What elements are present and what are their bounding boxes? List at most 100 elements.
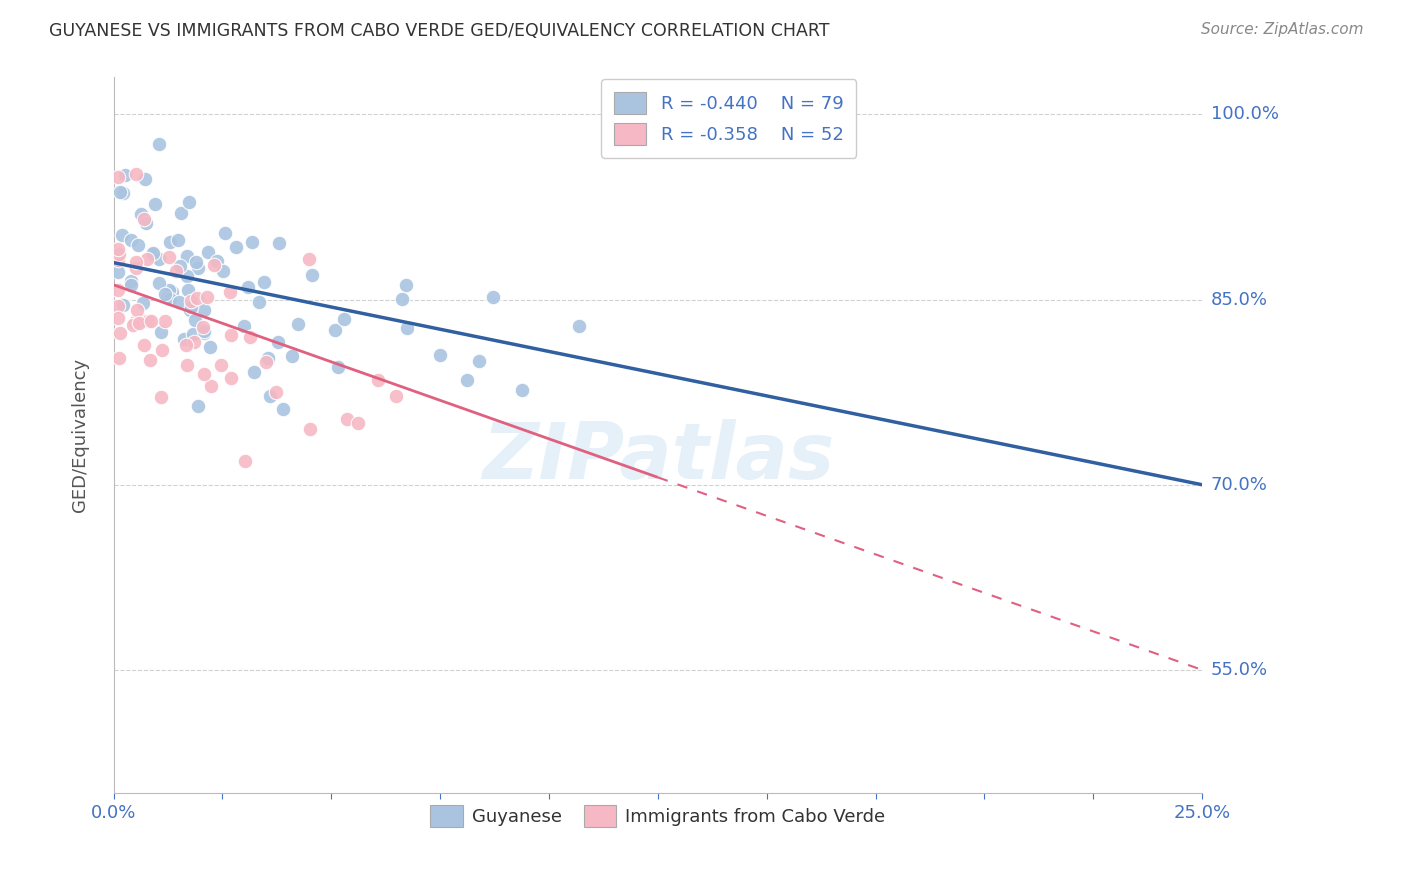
Point [183, 313, 205, 327]
Point [112, 298, 135, 312]
Point [107, 247, 129, 261]
Point [179, 302, 201, 317]
Point [153, 286, 176, 301]
Point [132, 296, 155, 310]
Point [157, 250, 180, 264]
Point [326, 360, 349, 375]
Point [150, 343, 173, 358]
Point [180, 300, 202, 314]
Point [153, 314, 176, 328]
Point [132, 212, 155, 227]
Point [176, 268, 198, 283]
Point [107, 299, 129, 313]
Point [253, 275, 276, 289]
Point [136, 252, 159, 266]
Point [202, 258, 225, 272]
Point [148, 276, 170, 290]
Point [212, 264, 235, 278]
Point [187, 399, 209, 413]
Point [111, 186, 134, 200]
Point [193, 302, 215, 317]
Point [167, 233, 190, 247]
Point [107, 253, 129, 268]
Point [159, 235, 181, 249]
Text: Source: ZipAtlas.com: Source: ZipAtlas.com [1201, 22, 1364, 37]
Text: ZIPatlas: ZIPatlas [482, 419, 834, 495]
Point [125, 255, 148, 269]
Point [107, 283, 129, 297]
Point [124, 260, 146, 275]
Point [111, 227, 134, 242]
Point [180, 293, 202, 308]
Point [200, 341, 222, 355]
Point [143, 196, 166, 211]
Point [240, 235, 263, 249]
Point [568, 318, 591, 333]
Point [267, 335, 290, 350]
Point [191, 320, 214, 334]
Point [108, 326, 131, 340]
Point [141, 247, 163, 261]
Point [136, 314, 159, 328]
Point [149, 390, 172, 404]
Point [287, 318, 309, 332]
Point [148, 252, 170, 266]
Point [125, 302, 148, 317]
Point [247, 295, 270, 310]
Point [124, 315, 146, 329]
Point [107, 310, 129, 325]
Point [239, 330, 262, 344]
Point [193, 326, 215, 340]
Point [139, 314, 162, 328]
Point [107, 170, 129, 185]
Point [139, 353, 162, 368]
Point [218, 285, 240, 299]
Point [107, 242, 129, 256]
Point [281, 349, 304, 363]
Point [456, 373, 478, 387]
Point [391, 292, 413, 306]
Text: 85.0%: 85.0% [1211, 291, 1268, 309]
Point [173, 332, 195, 346]
Point [214, 226, 236, 240]
Point [219, 327, 242, 342]
Point [183, 334, 205, 349]
Point [200, 379, 222, 393]
Point [346, 417, 368, 431]
Point [120, 274, 142, 288]
Point [205, 254, 228, 268]
Point [120, 233, 142, 247]
Point [176, 249, 198, 263]
Point [121, 277, 143, 292]
Point [257, 351, 280, 366]
Point [254, 355, 277, 369]
Text: GUYANESE VS IMMIGRANTS FROM CABO VERDE GED/EQUIVALENCY CORRELATION CHART: GUYANESE VS IMMIGRANTS FROM CABO VERDE G… [49, 22, 830, 40]
Point [167, 295, 190, 310]
Point [301, 268, 323, 282]
Point [177, 283, 200, 297]
Point [299, 422, 322, 436]
Point [233, 318, 256, 333]
Point [121, 318, 143, 333]
Point [108, 185, 131, 199]
Point [134, 338, 156, 352]
Point [107, 265, 129, 279]
Point [134, 172, 156, 186]
Point [336, 411, 359, 425]
Point [170, 206, 193, 220]
Point [169, 259, 191, 273]
Point [482, 290, 505, 304]
Point [233, 454, 256, 468]
Point [181, 326, 204, 341]
Point [160, 285, 183, 299]
Point [332, 311, 354, 326]
Point [157, 283, 180, 297]
Point [209, 358, 232, 372]
Text: 100.0%: 100.0% [1211, 105, 1278, 123]
Point [127, 237, 149, 252]
Point [176, 358, 198, 372]
Point [367, 373, 389, 387]
Point [264, 385, 287, 400]
Point [125, 167, 148, 181]
Point [271, 402, 294, 417]
